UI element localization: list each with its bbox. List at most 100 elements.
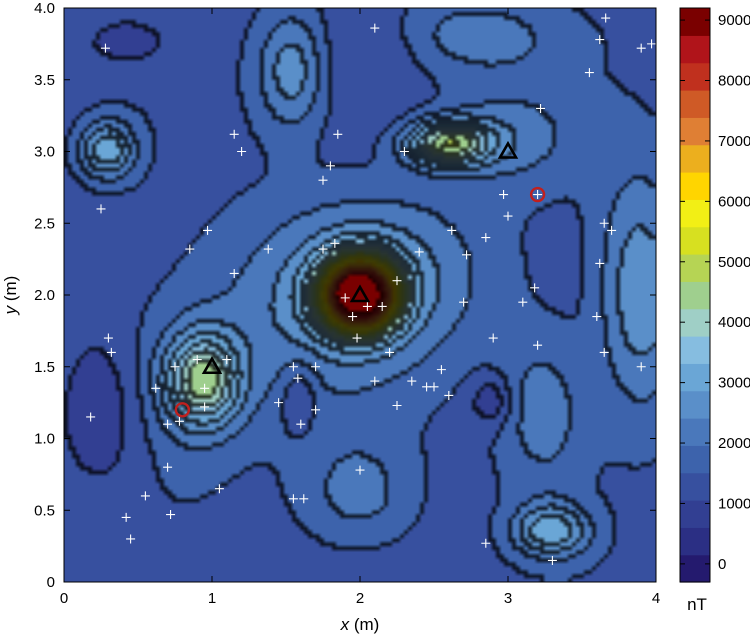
colorbar-tick-label: 9000 bbox=[718, 12, 750, 29]
sample-point bbox=[203, 225, 213, 235]
plot-area: 0 1 2 3 4 0 0.5 1.0 1.5 2.0 2.5 3.0 3.5 4.0 bbox=[34, 0, 660, 607]
sample-point bbox=[636, 362, 646, 372]
sample-point bbox=[385, 347, 395, 357]
colorbar-band bbox=[680, 527, 710, 556]
colorbar-ticks: 0 1000 2000 3000 4000 5000 6000 7000 8000 9000 bbox=[680, 12, 750, 573]
sample-point bbox=[599, 347, 609, 357]
sample-points bbox=[86, 13, 656, 565]
sample-point bbox=[106, 347, 116, 357]
sample-point bbox=[481, 233, 491, 243]
y-tick-label: 3.0 bbox=[34, 144, 55, 161]
x-axis-ticks: 0 1 2 3 4 bbox=[60, 8, 660, 607]
y-tick-label: 4.0 bbox=[34, 0, 55, 17]
colorbar-frame bbox=[679, 7, 711, 583]
sample-point bbox=[592, 312, 602, 322]
y-axis-variable: y bbox=[1, 304, 20, 315]
triangle-marker bbox=[349, 284, 371, 303]
colorbar-band bbox=[680, 172, 710, 200]
circle-marker bbox=[529, 186, 546, 203]
sample-point bbox=[126, 534, 136, 544]
colorbar-band bbox=[680, 8, 710, 36]
sample-point bbox=[296, 419, 306, 429]
sample-point bbox=[459, 297, 469, 307]
y-axis-ticks: 0 0.5 1.0 1.5 2.0 2.5 3.0 3.5 4.0 bbox=[34, 0, 656, 591]
sample-point bbox=[299, 494, 309, 504]
sample-point bbox=[407, 376, 417, 386]
anomaly-markers bbox=[174, 140, 546, 418]
x-tick-label: 3 bbox=[504, 590, 512, 607]
sample-point bbox=[392, 276, 402, 286]
sample-point bbox=[222, 355, 232, 365]
colorbar-band bbox=[680, 445, 710, 474]
y-axis-label: y (m) bbox=[1, 276, 20, 316]
sample-point bbox=[86, 412, 96, 422]
sample-point bbox=[318, 175, 328, 185]
colorbar-tick-label: 2000 bbox=[718, 435, 750, 452]
sample-point bbox=[503, 211, 513, 221]
sample-point bbox=[333, 129, 343, 139]
sample-point bbox=[429, 382, 439, 392]
sample-point bbox=[601, 13, 611, 23]
colorbar-band bbox=[680, 472, 710, 501]
sample-point bbox=[103, 333, 113, 343]
sample-point bbox=[311, 405, 321, 415]
contour-layers bbox=[64, 8, 656, 582]
x-axis-variable: x bbox=[340, 615, 350, 634]
sample-point bbox=[170, 362, 180, 372]
sample-point bbox=[237, 147, 247, 156]
sample-point bbox=[229, 129, 239, 139]
sample-point bbox=[370, 23, 380, 33]
x-axis-label: x (m) bbox=[340, 615, 380, 634]
sample-point bbox=[140, 491, 150, 501]
x-tick-label: 4 bbox=[652, 590, 660, 607]
sample-point bbox=[200, 402, 210, 412]
sample-point bbox=[352, 333, 362, 343]
sample-point bbox=[96, 204, 106, 214]
sample-point bbox=[530, 283, 540, 293]
circle-marker bbox=[174, 402, 191, 418]
sample-point bbox=[340, 293, 350, 303]
y-tick-label: 0.5 bbox=[34, 502, 55, 519]
sample-point bbox=[325, 161, 335, 171]
colorbar-tick-label: 6000 bbox=[718, 193, 750, 210]
colorbar-band bbox=[680, 144, 710, 173]
sample-point bbox=[288, 494, 298, 504]
colorbar-unit-label: nT bbox=[687, 595, 707, 614]
sample-point bbox=[447, 225, 457, 235]
sample-point bbox=[499, 190, 509, 200]
sample-point bbox=[311, 362, 321, 372]
sample-point bbox=[414, 247, 424, 257]
x-axis-unit: (m) bbox=[349, 615, 379, 634]
y-tick-label: 2.5 bbox=[34, 215, 55, 232]
x-tick-label: 0 bbox=[60, 590, 68, 607]
colorbar-band bbox=[680, 254, 710, 282]
colorbar-band bbox=[680, 363, 710, 392]
colorbar-tick-label: 4000 bbox=[718, 314, 750, 331]
sample-point bbox=[533, 340, 543, 350]
colorbar-band bbox=[680, 390, 710, 419]
y-axis-unit: (m) bbox=[1, 276, 20, 306]
sample-point bbox=[163, 419, 173, 429]
sample-point bbox=[318, 244, 328, 254]
sample-point bbox=[214, 484, 224, 494]
sample-point bbox=[607, 225, 617, 235]
colorbar-band bbox=[680, 199, 710, 228]
sample-point bbox=[355, 465, 365, 475]
sample-point bbox=[636, 43, 646, 53]
colorbar-band bbox=[680, 281, 710, 310]
colorbar-tick-label: 7000 bbox=[718, 133, 750, 150]
sample-point bbox=[647, 39, 656, 49]
sample-point bbox=[229, 268, 239, 278]
sample-point bbox=[392, 400, 402, 410]
y-tick-label: 2.0 bbox=[34, 287, 55, 304]
sample-point bbox=[481, 538, 491, 548]
sample-point bbox=[263, 244, 273, 254]
sample-point bbox=[100, 43, 110, 53]
triangle-marker bbox=[497, 140, 519, 159]
colorbar-band bbox=[680, 62, 710, 91]
colorbar-bands bbox=[680, 8, 710, 583]
sample-point bbox=[163, 462, 173, 472]
y-tick-label: 0 bbox=[47, 574, 55, 591]
sample-point bbox=[584, 68, 594, 78]
